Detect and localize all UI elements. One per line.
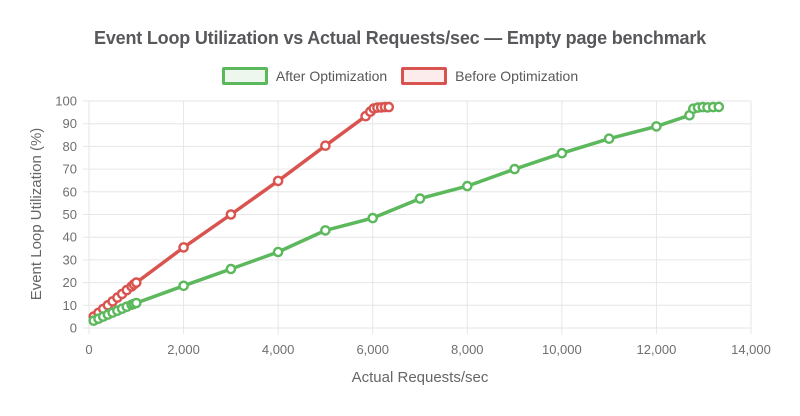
x-tick-label: 8,000 [451, 342, 484, 357]
data-point-after-optimization[interactable] [556, 147, 568, 159]
chart-title: Event Loop Utilization vs Actual Request… [94, 28, 706, 48]
legend-swatch-after-optimization [221, 67, 268, 85]
data-point-after-optimization[interactable] [225, 263, 237, 275]
y-tick-label: 10 [63, 298, 77, 313]
x-tick-label: 14,000 [731, 342, 771, 357]
data-point-before-optimization[interactable] [225, 209, 237, 220]
data-point-before-optimization[interactable] [383, 101, 395, 113]
series-layer [88, 101, 725, 327]
legend-label-after-optimization: After Optimization [275, 68, 388, 84]
data-point-after-optimization[interactable] [461, 180, 473, 192]
legend-label-before-optimization: Before Optimization [455, 68, 579, 84]
x-axis-title: Actual Requests/sec [352, 369, 489, 386]
y-tick-label: 20 [63, 275, 77, 290]
x-tick-label: 0 [85, 342, 92, 357]
legend-swatch-before-optimization [401, 67, 448, 85]
data-point-after-optimization[interactable] [272, 246, 284, 258]
x-tick-label: 2,000 [167, 342, 200, 357]
y-tick-label: 30 [63, 252, 77, 267]
data-point-before-optimization[interactable] [130, 277, 142, 288]
y-tick-label: 50 [63, 207, 77, 222]
data-point-after-optimization[interactable] [178, 280, 189, 292]
x-tick-label: 6,000 [356, 342, 389, 357]
data-point-after-optimization[interactable] [320, 225, 331, 236]
data-point-after-optimization[interactable] [603, 133, 615, 144]
series-before-optimization [88, 101, 395, 322]
y-tick-label: 70 [63, 162, 77, 177]
legend: After Optimization Before Optimization [0, 67, 800, 85]
y-tick-label: 90 [63, 116, 77, 131]
grid-layer: 0 10 20 30 40 50 60 70 80 90 100 0 2,000 4,000 6,000 8,… [55, 94, 771, 358]
y-tick-label: 40 [63, 230, 77, 245]
y-tick-label: 0 [70, 321, 77, 336]
data-point-after-optimization[interactable] [713, 101, 725, 113]
x-tick-label: 10,000 [542, 342, 582, 357]
y-axis-title: Event Loop Utilization (%) [28, 128, 45, 301]
data-point-before-optimization[interactable] [178, 242, 189, 253]
data-point-after-optimization[interactable] [130, 297, 142, 309]
data-point-before-optimization[interactable] [272, 175, 284, 187]
x-tick-label: 4,000 [262, 342, 295, 357]
y-tick-label: 60 [63, 184, 77, 199]
data-point-after-optimization[interactable] [367, 212, 379, 224]
y-tick-label: 100 [55, 94, 77, 109]
data-point-after-optimization[interactable] [414, 193, 426, 204]
data-point-after-optimization[interactable] [651, 121, 662, 132]
data-point-after-optimization[interactable] [509, 163, 520, 175]
y-tick-label: 80 [63, 139, 77, 154]
series-after-optimization [88, 101, 725, 327]
legend-item-after-optimization[interactable]: After Optimization [221, 67, 388, 85]
legend-item-before-optimization[interactable]: Before Optimization [401, 67, 578, 85]
x-tick-label: 12,000 [637, 342, 677, 357]
data-point-before-optimization[interactable] [320, 140, 331, 151]
